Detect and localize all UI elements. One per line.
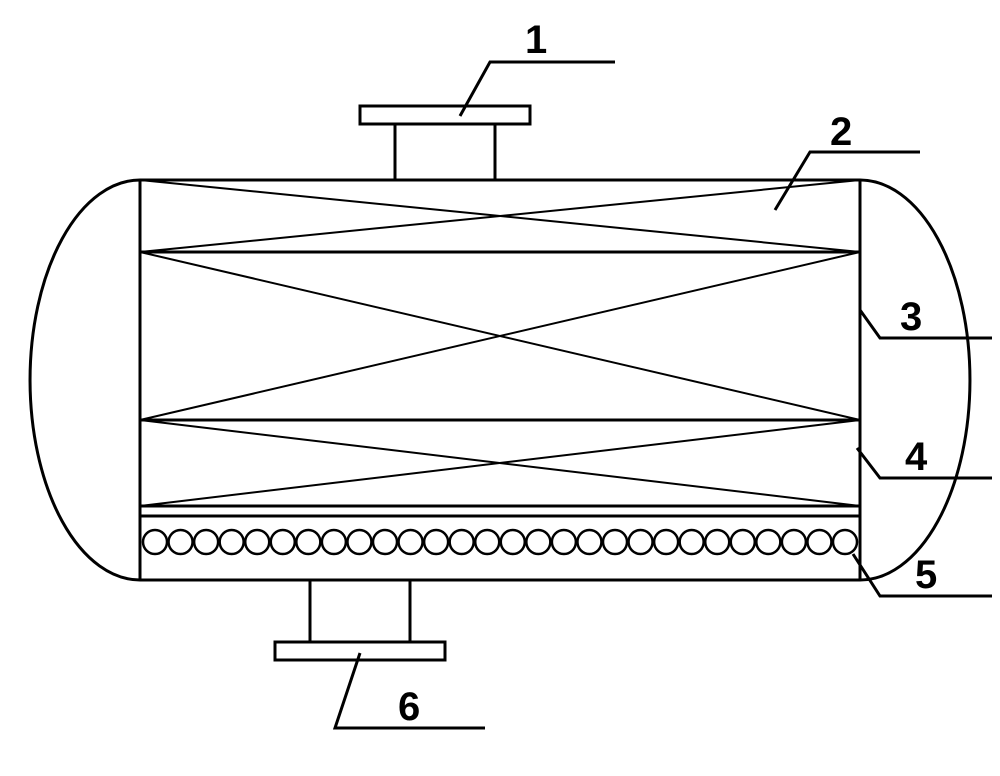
- tube-row: [140, 516, 860, 554]
- label-2: 2: [830, 110, 852, 154]
- label-3: 3: [900, 295, 922, 339]
- internal-layers: [140, 180, 860, 506]
- label-6: 6: [398, 685, 420, 729]
- label-5: 5: [915, 553, 937, 597]
- vessel-body: [30, 180, 970, 580]
- ports: [275, 106, 530, 660]
- label-1: 1: [525, 18, 547, 62]
- label-4: 4: [905, 435, 928, 479]
